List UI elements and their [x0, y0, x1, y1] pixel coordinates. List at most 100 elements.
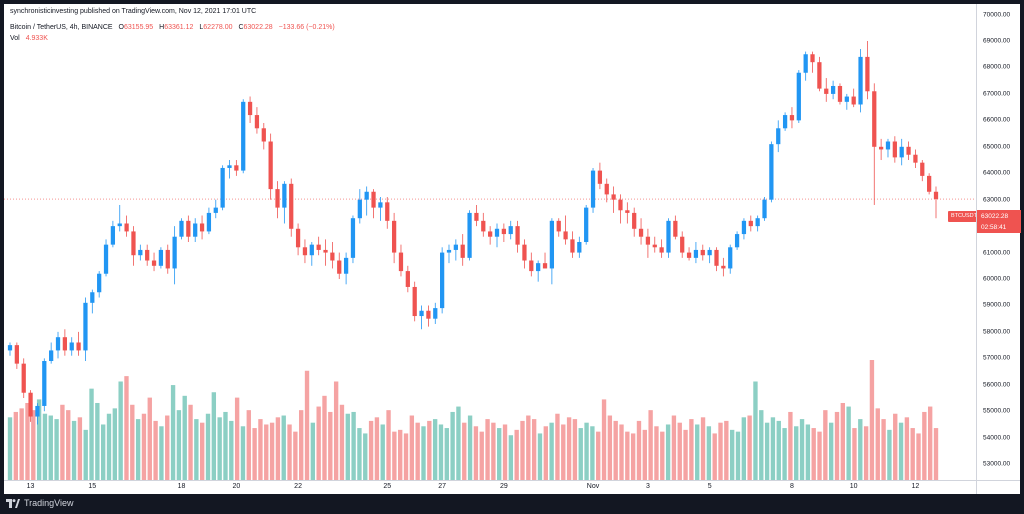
time-tick-label: 12 [911, 483, 920, 490]
candle-body [7, 345, 13, 351]
volume-bar [555, 413, 560, 480]
legend-vol-label[interactable]: Vol [10, 35, 20, 42]
candle-body [872, 91, 877, 147]
volume-bar [200, 422, 205, 480]
candle-body [577, 242, 582, 253]
volume-bar [636, 420, 642, 480]
candle-body [762, 199, 767, 219]
candlestick-chart[interactable] [4, 4, 976, 480]
volume-bar [71, 420, 77, 480]
volume-bar [700, 417, 706, 480]
volume-bar [526, 415, 531, 480]
time-tick-label: 22 [294, 483, 302, 490]
candle-body [124, 223, 129, 232]
volume-bar [467, 415, 473, 480]
volume-bar [846, 406, 851, 480]
volume-bar [357, 428, 362, 480]
volume-bar [95, 402, 100, 480]
volume-bar [368, 420, 374, 480]
volume-bar [817, 431, 822, 480]
candle-body [508, 226, 513, 235]
volume-bar [234, 397, 240, 480]
candle-body [378, 202, 383, 208]
volume-bar [333, 381, 339, 480]
volume-bar [217, 417, 222, 480]
volume-bar [782, 428, 787, 480]
candle-body [748, 220, 753, 227]
volume-bar [508, 435, 514, 480]
candle-body [824, 88, 829, 94]
volume-bar [601, 399, 607, 480]
volume-bar [135, 419, 141, 480]
volume-bar [578, 428, 583, 480]
legend-symbol[interactable]: Bitcoin / TetherUS, 4h, BINANCE [10, 24, 113, 31]
chart-pane[interactable]: synchronisticinvesting published on Trad… [4, 4, 980, 480]
volume-bar [252, 428, 257, 480]
volume-bar [304, 370, 310, 480]
volume-bar [869, 360, 875, 480]
volume-bar [223, 411, 228, 480]
candle-body [590, 170, 596, 208]
volume-bar [456, 406, 461, 480]
volume-bar [776, 420, 781, 480]
volume-bar [386, 410, 391, 480]
volume-bar [287, 424, 292, 480]
candle-body [234, 165, 239, 171]
candle-body [844, 96, 849, 102]
candle-body [199, 223, 205, 232]
volume-bar [77, 417, 83, 480]
candle-body [446, 249, 452, 253]
candle-body [522, 244, 527, 261]
time-tick-label: 29 [499, 483, 508, 490]
legend-open-key: O [118, 24, 124, 31]
volume-bar [264, 424, 269, 480]
candle-body [584, 207, 589, 242]
time-tick-label: 3 [645, 483, 650, 490]
candle-body [97, 273, 102, 293]
legend-close-key: C [238, 24, 244, 31]
candle-body [62, 337, 68, 351]
price-tick-label: 56000.00 [983, 381, 1011, 389]
price-tick-label: 57000.00 [983, 354, 1011, 362]
candle-body [268, 141, 273, 190]
volume-bar [549, 422, 554, 480]
volume-bar [322, 395, 327, 480]
candle-body [158, 249, 164, 266]
volume-bar [339, 404, 345, 480]
candle-body [673, 220, 678, 237]
candle-body [700, 249, 705, 256]
volume-bar [176, 410, 182, 480]
candle-body [28, 392, 33, 417]
volume-bar [100, 424, 106, 480]
volume-bar [887, 429, 892, 480]
price-axis[interactable]: 70000.00 69000.00 68000.00 67000.00 66000.00… [976, 4, 1021, 480]
candle-body [542, 263, 548, 269]
volume-bar [118, 381, 123, 480]
price-tick-label: 60000.00 [983, 275, 1011, 283]
candle-body [652, 244, 657, 248]
volume-bar [660, 431, 665, 480]
volume-bar [427, 420, 432, 480]
candle-body [625, 210, 630, 213]
time-axis[interactable]: 13 15 18 20 22 25 27 29 Nov 3 5 8 10 12 [4, 480, 976, 494]
volume-bar [584, 422, 589, 480]
candle-body [193, 223, 198, 237]
candle-body [42, 361, 47, 406]
candle-body [220, 167, 225, 208]
volume-bar [881, 419, 886, 480]
publish-info: synchronisticinvesting published on Trad… [10, 8, 257, 15]
volume-bar [630, 433, 636, 480]
volume-bar [596, 431, 601, 480]
volume-bar [124, 376, 129, 480]
volume-bar [351, 411, 356, 480]
axis-corner [976, 480, 1020, 494]
volume-bar [858, 419, 863, 480]
candle-body [49, 350, 54, 361]
volume-bar [770, 417, 776, 480]
price-tick-label: 59000.00 [983, 301, 1011, 309]
price-tick-label: 65000.00 [983, 143, 1011, 151]
candle-body [165, 249, 170, 269]
tradingview-logo[interactable]: TradingView [6, 498, 74, 508]
candle-body [289, 183, 294, 229]
volume-bar [497, 428, 502, 480]
